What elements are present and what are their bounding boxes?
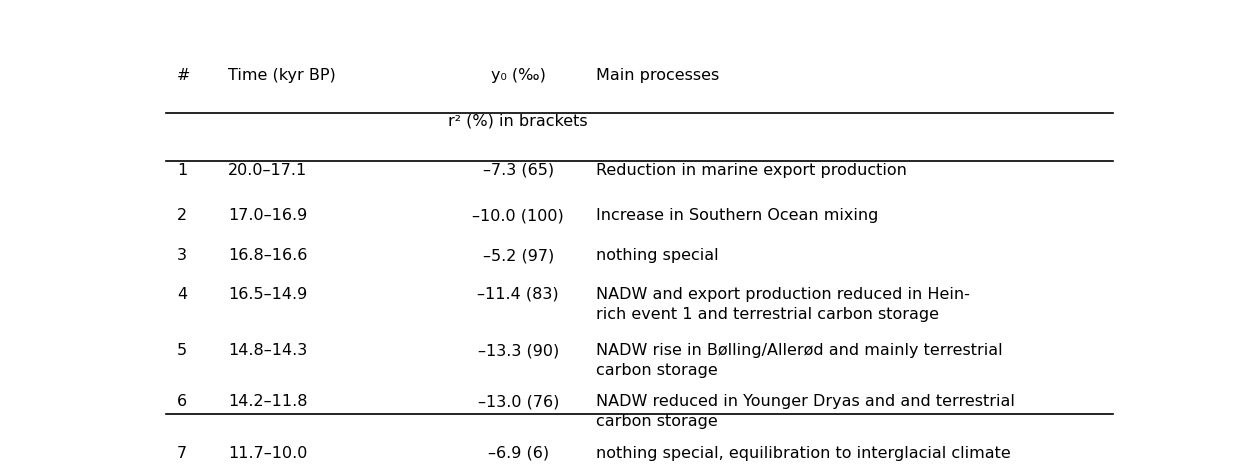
Text: 4: 4: [177, 287, 187, 302]
Text: r² (%) in brackets: r² (%) in brackets: [449, 113, 589, 128]
Text: 17.0–16.9: 17.0–16.9: [228, 209, 308, 223]
Text: –13.3 (90): –13.3 (90): [478, 343, 559, 358]
Text: nothing special: nothing special: [596, 248, 718, 264]
Text: 14.8–14.3: 14.8–14.3: [228, 343, 308, 358]
Text: 3: 3: [177, 248, 187, 264]
Text: Increase in Southern Ocean mixing: Increase in Southern Ocean mixing: [596, 209, 878, 223]
Text: 14.2–11.8: 14.2–11.8: [228, 394, 308, 410]
Text: 16.8–16.6: 16.8–16.6: [228, 248, 308, 264]
Text: Time (kyr BP): Time (kyr BP): [228, 68, 337, 83]
Text: –10.0 (100): –10.0 (100): [473, 209, 564, 223]
Text: 2: 2: [177, 209, 187, 223]
Text: Main processes: Main processes: [596, 68, 718, 83]
Text: –5.2 (97): –5.2 (97): [483, 248, 554, 264]
Text: #: #: [177, 68, 191, 83]
Text: NADW rise in Bølling/Allerød and mainly terrestrial
carbon storage: NADW rise in Bølling/Allerød and mainly …: [596, 343, 1003, 378]
Text: –7.3 (65): –7.3 (65): [483, 163, 554, 178]
Text: Reduction in marine export production: Reduction in marine export production: [596, 163, 907, 178]
Text: –6.9 (6): –6.9 (6): [488, 446, 549, 461]
Text: –13.0 (76): –13.0 (76): [478, 394, 559, 410]
Text: 16.5–14.9: 16.5–14.9: [228, 287, 308, 302]
Text: 1: 1: [177, 163, 187, 178]
Text: 20.0–17.1: 20.0–17.1: [228, 163, 308, 178]
Text: 7: 7: [177, 446, 187, 461]
Text: –11.4 (83): –11.4 (83): [478, 287, 559, 302]
Text: NADW reduced in Younger Dryas and and terrestrial
carbon storage: NADW reduced in Younger Dryas and and te…: [596, 394, 1015, 429]
Text: 11.7–10.0: 11.7–10.0: [228, 446, 308, 461]
Text: y₀ (‰): y₀ (‰): [491, 68, 546, 83]
Text: 5: 5: [177, 343, 187, 358]
Text: 6: 6: [177, 394, 187, 410]
Text: nothing special, equilibration to interglacial climate: nothing special, equilibration to interg…: [596, 446, 1010, 461]
Text: NADW and export production reduced in Hein-
rich event 1 and terrestrial carbon : NADW and export production reduced in He…: [596, 287, 969, 322]
